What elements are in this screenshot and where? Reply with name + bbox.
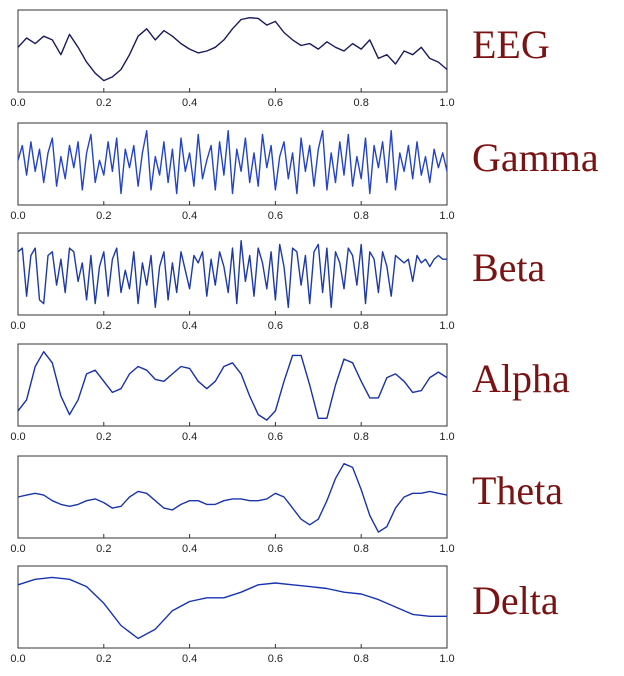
panel-frame: [17, 343, 448, 427]
signal-line: [17, 463, 448, 533]
signal-name: Alpha: [472, 356, 570, 401]
x-tick-label: 0.6: [268, 543, 283, 555]
x-tick-label: 0.0: [10, 653, 25, 665]
panel-frame: [17, 565, 448, 649]
signal-line: [17, 576, 447, 640]
x-tick-label: 0.0: [10, 320, 25, 332]
panel-frame: [17, 9, 448, 93]
x-tick-label: 0.0: [10, 97, 25, 109]
x-tick-label: 0.2: [96, 97, 111, 109]
signal-line: [17, 17, 448, 82]
signal-name: Beta: [472, 245, 546, 290]
x-tick-label: 0.8: [354, 543, 369, 555]
signal-line: [17, 240, 447, 308]
x-tick-label: 0.4: [182, 543, 197, 555]
signal-name: Delta: [472, 578, 559, 623]
x-tick-label: 0.2: [96, 431, 111, 443]
x-tick-label: 0.8: [354, 97, 369, 109]
x-tick-label: 1.0: [439, 210, 454, 222]
x-tick-label: 0.0: [10, 431, 25, 443]
signal-name: Theta: [472, 468, 563, 513]
signal-line: [17, 351, 448, 421]
x-tick-label: 0.6: [268, 210, 283, 222]
x-tick-label: 0.4: [182, 320, 197, 332]
x-tick-label: 0.6: [268, 653, 283, 665]
x-tick-label: 0.0: [10, 543, 25, 555]
x-tick-label: 0.6: [268, 320, 283, 332]
x-tick-label: 0.2: [96, 543, 111, 555]
x-tick-label: 0.4: [182, 431, 197, 443]
x-tick-label: 0.2: [96, 210, 111, 222]
x-tick-label: 0.8: [354, 320, 369, 332]
x-tick-label: 1.0: [439, 543, 454, 555]
x-tick-label: 0.8: [354, 210, 369, 222]
x-tick-label: 1.0: [439, 320, 454, 332]
x-tick-label: 0.0: [10, 210, 25, 222]
signal-line: [17, 130, 448, 195]
x-tick-label: 0.8: [354, 431, 369, 443]
x-tick-label: 0.8: [354, 653, 369, 665]
x-tick-label: 1.0: [439, 97, 454, 109]
panel-frame: [17, 455, 448, 539]
x-tick-label: 0.4: [182, 653, 197, 665]
x-tick-label: 1.0: [439, 653, 454, 665]
x-tick-label: 0.4: [182, 210, 197, 222]
x-tick-label: 0.2: [96, 653, 111, 665]
signal-name: Gamma: [472, 135, 599, 180]
x-tick-label: 0.2: [96, 320, 111, 332]
x-tick-label: 0.4: [182, 97, 197, 109]
x-tick-label: 1.0: [439, 431, 454, 443]
x-tick-label: 0.6: [268, 97, 283, 109]
x-tick-label: 0.6: [268, 431, 283, 443]
panel-frame: [17, 232, 448, 316]
signal-name: EEG: [472, 22, 550, 67]
